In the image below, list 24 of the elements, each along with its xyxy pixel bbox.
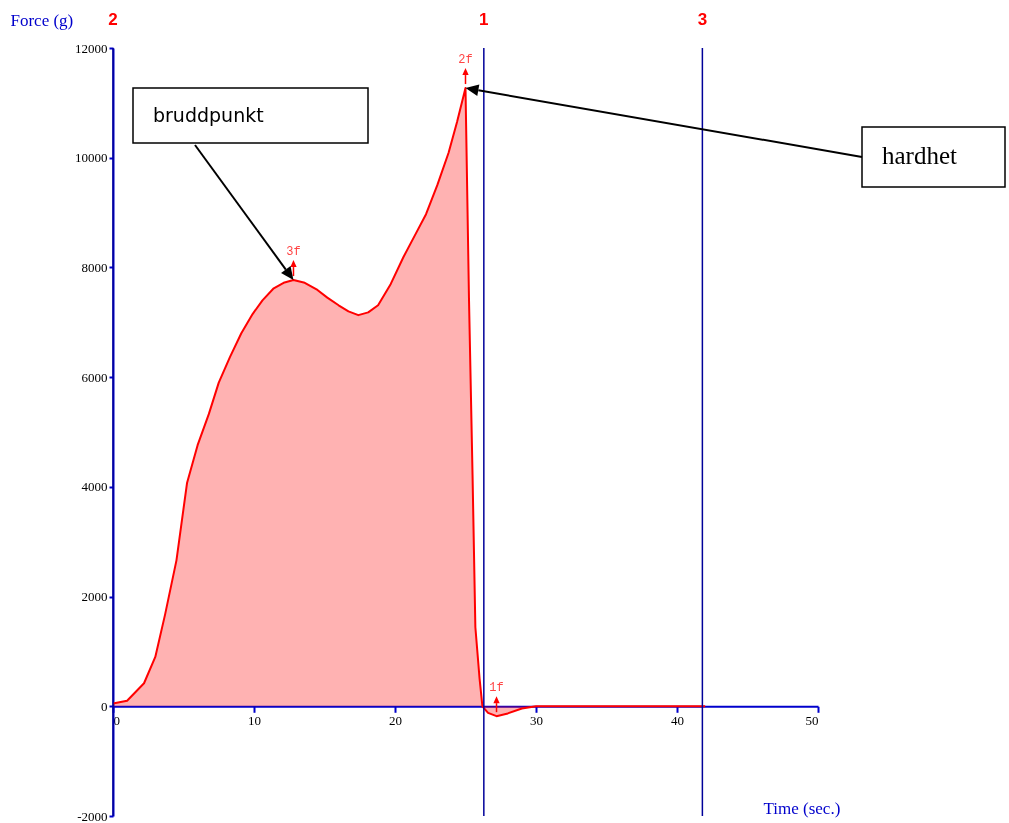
text: 3 [697,10,708,29]
x-tick-label: 20 [389,712,402,728]
text: 1 [479,10,489,29]
y-axis-title: Force (g) [10,10,74,30]
y-tick-label: 2000 [81,589,108,605]
text: 2 [108,10,118,29]
text: hardhet [882,141,958,169]
annotation: 2f [458,53,473,68]
x-axis-title: Time (sec.) [763,798,841,818]
y-tick-label: 0 [101,698,108,714]
y-tick-label: 10000 [75,150,108,166]
y-tick-label: 12000 [75,40,108,56]
annotation: bruddpunkt [153,104,264,126]
annotation: 3f [286,245,301,260]
y-tick-label: 4000 [81,479,108,495]
y-tick-label: -2000 [77,808,108,823]
x-tick-label: 40 [671,712,684,728]
y-tick-label: 6000 [81,369,108,385]
x-tick-label: 30 [530,712,543,728]
x-tick-label: 10 [248,712,261,728]
x-tick-label: 50 [805,712,819,728]
x-tick-label: 0 [113,712,120,728]
annotation: 1f [489,681,504,696]
y-tick-label: 8000 [81,259,108,275]
